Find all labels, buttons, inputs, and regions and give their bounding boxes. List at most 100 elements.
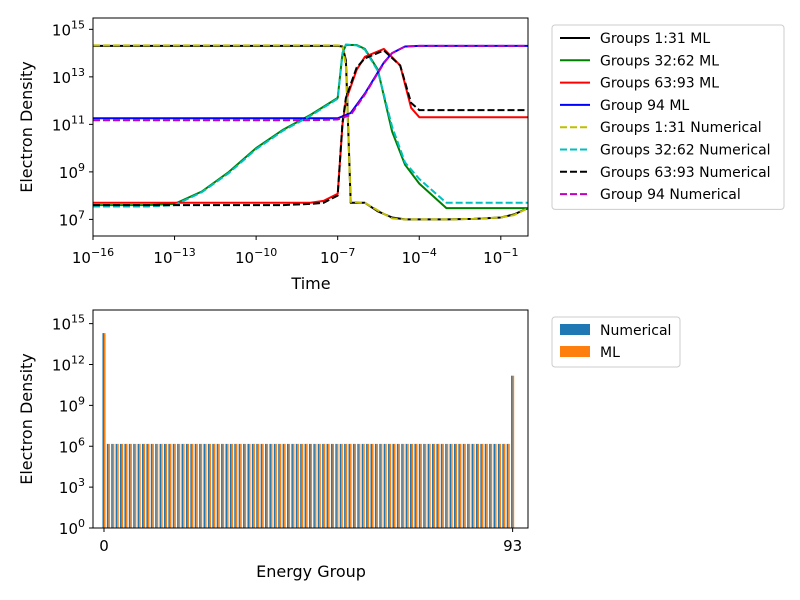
- legend-swatch: [560, 324, 590, 335]
- bar-numerical: [348, 443, 351, 528]
- bar-ml: [209, 443, 211, 528]
- bar-ml: [196, 443, 198, 528]
- bar-numerical: [291, 443, 293, 528]
- x-tick-label: 93: [503, 537, 522, 555]
- bar-numerical: [216, 443, 219, 528]
- bar-numerical: [471, 443, 474, 528]
- series-line-6: [93, 43, 528, 208]
- bar-numerical: [374, 443, 377, 528]
- bar-numerical: [207, 443, 210, 528]
- y-tick-label: 1012: [52, 354, 85, 375]
- bar-ml: [442, 443, 444, 528]
- bar-ml: [218, 443, 220, 528]
- bar-numerical: [427, 443, 430, 528]
- bar-numerical: [177, 443, 179, 528]
- bar-ml: [376, 443, 378, 528]
- bar-numerical: [133, 443, 135, 528]
- y-tick-label: 109: [59, 161, 85, 182]
- bar-ml: [222, 443, 225, 528]
- y-tick-label: 1015: [52, 18, 85, 39]
- bar-numerical: [493, 443, 496, 528]
- bar-numerical: [484, 443, 487, 528]
- bar-ml: [415, 443, 418, 528]
- bar-ml: [191, 443, 194, 528]
- bar-ml: [200, 443, 203, 528]
- bar-numerical: [282, 443, 285, 528]
- line-chart-axes: 10−16 10−13 10−10 10−7 10−4 10−1 107 109 1011 101…: [52, 17, 529, 267]
- legend-swatch: [560, 346, 590, 357]
- bar-ml: [319, 443, 321, 528]
- bar-numerical: [480, 443, 482, 528]
- bar-ml: [253, 443, 255, 528]
- bar-chart-x-axis-title: Energy Group: [256, 562, 366, 581]
- bar-ml: [468, 443, 471, 528]
- bar-ml: [279, 443, 282, 528]
- bar-numerical: [300, 443, 302, 528]
- bar-chart-plot-area: [102, 333, 515, 528]
- bar-numerical: [352, 443, 355, 528]
- bar-ml: [270, 443, 273, 528]
- bar-ml: [235, 443, 238, 528]
- bar-numerical: [194, 443, 197, 528]
- bar-ml: [429, 443, 431, 528]
- bar-ml: [477, 443, 480, 528]
- line-chart-legend: Groups 1:31 ML Groups 32:62 ML Groups 63:9…: [551, 24, 785, 210]
- bar-numerical: [141, 443, 144, 528]
- bar-numerical: [475, 443, 478, 528]
- legend-label: Groups 32:62 Numerical: [600, 143, 771, 159]
- y-tick-label: 103: [59, 476, 85, 497]
- bar-ml: [262, 443, 264, 528]
- legend-label: Groups 63:93 ML: [600, 76, 719, 92]
- x-tick-label: 0: [99, 537, 109, 555]
- bar-numerical: [278, 443, 280, 528]
- bar-ml: [169, 443, 172, 528]
- legend-label: Groups 32:62 ML: [600, 53, 719, 69]
- legend-box: [551, 24, 785, 210]
- bar-ml: [420, 443, 422, 528]
- bar-ml: [205, 443, 207, 528]
- bar-numerical: [203, 443, 206, 528]
- series-line-3: [93, 47, 528, 204]
- bar-ml: [363, 443, 365, 528]
- bar-numerical: [260, 443, 263, 528]
- bar-ml: [125, 443, 128, 528]
- bar-ml: [108, 443, 110, 528]
- bar-ml: [437, 443, 440, 528]
- bar-numerical: [339, 443, 342, 528]
- bar-ml: [328, 443, 330, 528]
- bar-chart-frame: [92, 309, 529, 529]
- bar-numerical: [181, 443, 184, 528]
- bar-ml: [297, 443, 299, 528]
- bar-ml: [490, 443, 493, 528]
- bar-numerical: [190, 443, 192, 528]
- bar-numerical: [137, 443, 140, 528]
- bar-numerical: [405, 443, 408, 528]
- bar-numerical: [304, 443, 307, 528]
- bar-chart-axes: 0 93 100 103 106 109 1012 1015: [52, 309, 529, 555]
- bar-ml: [499, 443, 501, 528]
- bar-ml: [301, 443, 304, 528]
- bar-numerical: [357, 443, 359, 528]
- bar-numerical: [436, 443, 438, 528]
- bar-ml: [459, 443, 462, 528]
- bar-numerical: [172, 443, 175, 528]
- bar-ml: [187, 443, 190, 528]
- bar-ml: [306, 443, 308, 528]
- bar-numerical: [243, 443, 245, 528]
- bar-ml: [402, 443, 405, 528]
- bar-ml: [257, 443, 260, 528]
- x-tick-label: 10−16: [72, 246, 114, 267]
- bar-numerical: [370, 443, 373, 528]
- bar-numerical: [155, 443, 157, 528]
- legend-label: Numerical: [600, 323, 671, 339]
- bar-numerical: [511, 375, 513, 528]
- bar-numerical: [449, 443, 452, 528]
- bar-numerical: [286, 443, 289, 528]
- bar-ml: [389, 443, 392, 528]
- line-chart-x-axis-title: Time: [290, 274, 330, 293]
- bar-ml: [310, 443, 313, 528]
- bar-ml: [284, 443, 286, 528]
- x-tick-label: 10−4: [402, 246, 437, 267]
- bar-numerical: [326, 443, 329, 528]
- bar-ml: [275, 443, 277, 528]
